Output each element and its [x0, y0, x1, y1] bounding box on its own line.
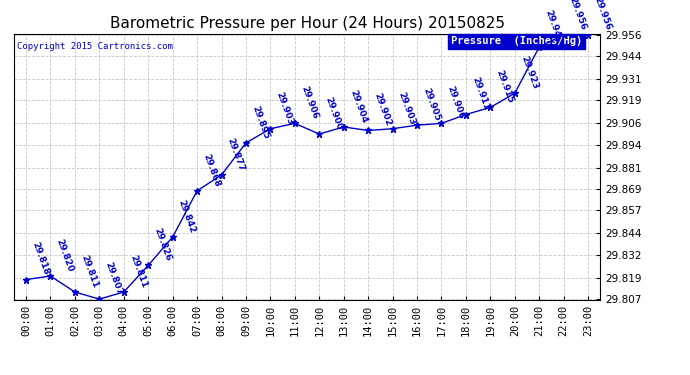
Text: 29.842: 29.842: [177, 198, 197, 234]
Text: 29.868: 29.868: [201, 152, 221, 188]
Text: 29.956: 29.956: [568, 0, 588, 32]
Text: 29.906: 29.906: [446, 85, 466, 121]
Text: 29.820: 29.820: [55, 238, 75, 273]
Text: 29.895: 29.895: [250, 104, 270, 140]
Text: 29.877: 29.877: [226, 136, 246, 172]
Title: Barometric Pressure per Hour (24 Hours) 20150825: Barometric Pressure per Hour (24 Hours) …: [110, 16, 504, 31]
Text: 29.915: 29.915: [495, 69, 515, 105]
Text: 29.906: 29.906: [299, 85, 319, 121]
Text: 29.818: 29.818: [30, 241, 50, 277]
Text: 29.902: 29.902: [373, 92, 393, 128]
Text: 29.923: 29.923: [519, 55, 540, 90]
Text: 29.811: 29.811: [128, 254, 148, 289]
Text: 29.811: 29.811: [79, 254, 99, 289]
Text: Pressure  (Inches/Hg): Pressure (Inches/Hg): [451, 36, 582, 46]
Text: 29.903: 29.903: [397, 90, 417, 126]
Text: 29.949: 29.949: [543, 8, 564, 44]
Text: 29.807: 29.807: [104, 261, 124, 296]
Text: Copyright 2015 Cartronics.com: Copyright 2015 Cartronics.com: [17, 42, 172, 51]
Text: 29.826: 29.826: [152, 227, 172, 262]
Text: 29.900: 29.900: [324, 96, 344, 131]
Text: 29.905: 29.905: [421, 87, 442, 122]
Text: 29.911: 29.911: [470, 76, 491, 112]
Text: 29.904: 29.904: [348, 88, 368, 124]
Text: 29.956: 29.956: [592, 0, 613, 32]
Text: 29.903: 29.903: [275, 90, 295, 126]
